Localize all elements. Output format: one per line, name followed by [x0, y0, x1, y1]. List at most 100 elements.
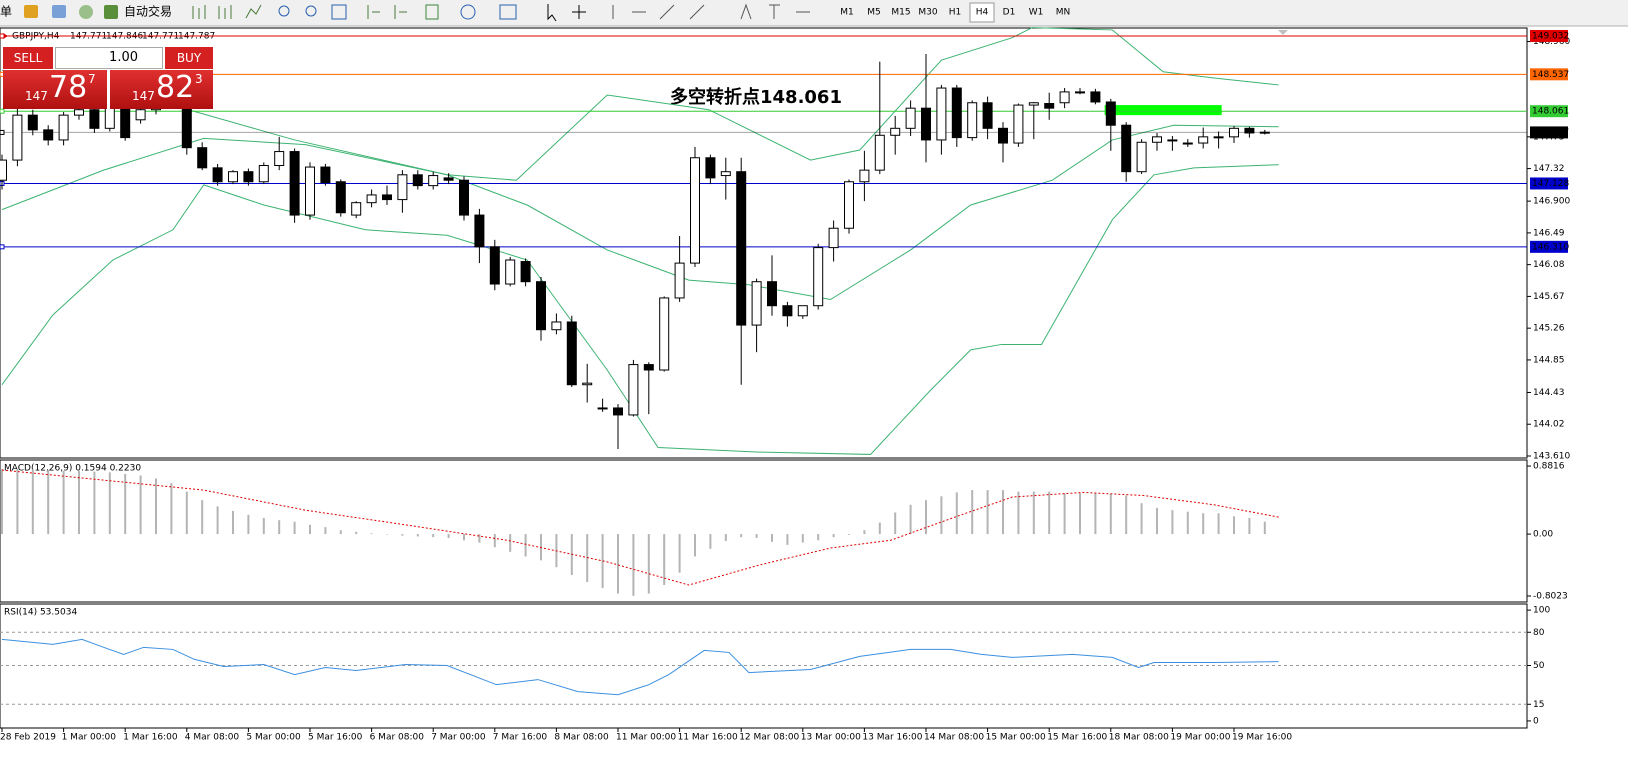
macd-bar — [1048, 491, 1051, 535]
icon[interactable] — [572, 5, 586, 19]
icon[interactable] — [218, 5, 232, 19]
price-tick-label: 144.02 — [1533, 420, 1565, 430]
timeframe-button[interactable]: M30 — [918, 8, 937, 18]
macd-bar — [262, 517, 265, 535]
buy-button[interactable]: BUY — [165, 47, 213, 69]
bid-big-figure: 147 — [25, 89, 48, 103]
level-label: 146.310 — [1532, 242, 1569, 252]
macd-bar — [894, 512, 897, 535]
candle-body — [536, 281, 546, 331]
candle-body — [0, 159, 7, 181]
macd-bar — [108, 472, 111, 535]
timeframe-button[interactable]: D1 — [1003, 8, 1016, 18]
lot-input[interactable]: 1.00 — [55, 47, 163, 69]
sell-button[interactable]: SELL — [3, 47, 53, 69]
icon[interactable] — [460, 4, 476, 20]
candle-body — [258, 164, 269, 183]
macd-bar — [47, 470, 50, 535]
annotation: 多空转折点148.061 — [670, 86, 842, 108]
icon[interactable] — [367, 5, 380, 19]
x-tick-label: 19 Mar 00:00 — [1170, 733, 1230, 743]
macd-bar — [1094, 493, 1097, 535]
candle-body — [597, 407, 608, 410]
icon[interactable] — [192, 5, 206, 19]
timeframe-button[interactable]: MN — [1056, 8, 1071, 18]
icon[interactable] — [547, 4, 557, 22]
macd-bar — [678, 534, 681, 573]
icon[interactable] — [104, 5, 118, 19]
icon[interactable] — [394, 5, 407, 19]
macd-bar — [986, 490, 989, 535]
candle-body — [459, 179, 469, 216]
candle-body — [335, 181, 346, 214]
macd-bar — [786, 534, 789, 545]
timeframe-button[interactable]: H1 — [949, 8, 962, 18]
icon[interactable] — [612, 4, 705, 20]
macd-bar — [62, 470, 65, 535]
macd-bar — [339, 530, 342, 535]
rsi-tick-label: 50 — [1533, 661, 1545, 671]
ask-box[interactable]: 147 82 3 — [110, 70, 213, 109]
bollinger-band — [1, 164, 1279, 455]
icon[interactable] — [245, 4, 262, 19]
icon[interactable] — [79, 5, 93, 19]
menu-item[interactable]: 单 — [0, 5, 12, 19]
candle-body — [1013, 104, 1024, 144]
macd-bar — [971, 490, 974, 535]
candle-body — [720, 171, 731, 177]
price-tick-label: 144.85 — [1533, 355, 1565, 365]
header-value: 147.771 — [142, 32, 179, 42]
candle-body — [551, 321, 562, 331]
macd-bar — [848, 534, 850, 535]
timeframe-button[interactable]: W1 — [1029, 8, 1044, 18]
x-tick-label: 5 Mar 00:00 — [246, 733, 301, 743]
price-tick-label: 143.610 — [1533, 451, 1570, 461]
icon[interactable] — [52, 5, 66, 18]
macd-bar — [324, 527, 327, 535]
macd-bar — [647, 534, 650, 594]
icon[interactable] — [425, 4, 439, 20]
timeframe-button[interactable]: H4 — [976, 8, 989, 18]
main-panel — [0, 27, 1528, 459]
rsi-title: RSI(14) 53.5034 — [4, 608, 77, 618]
macd-bar — [1248, 517, 1251, 535]
candle-body — [782, 305, 793, 317]
x-tick-label: 4 Mar 08:00 — [185, 733, 240, 743]
icon[interactable] — [740, 3, 810, 20]
x-tick-label: 13 Mar 00:00 — [801, 733, 861, 743]
macd-bar — [832, 534, 835, 538]
timeframe-button[interactable]: M15 — [891, 8, 910, 18]
candle-body — [397, 174, 408, 201]
ask-big-figure: 147 — [132, 89, 155, 103]
icon[interactable] — [499, 4, 517, 20]
candle-body — [582, 382, 593, 386]
icon[interactable] — [305, 5, 317, 17]
shift-marker — [1278, 30, 1288, 35]
trade-panel: SELL 1.00 BUY 147 78 7 147 82 3 — [3, 47, 213, 109]
candle-body — [1075, 91, 1085, 94]
macd-bar — [1233, 516, 1235, 535]
icon[interactable] — [278, 5, 290, 17]
candle-body — [982, 102, 993, 129]
candle-body — [1121, 124, 1132, 173]
bid-point: 7 — [88, 72, 96, 86]
level-label-box — [1530, 29, 1568, 42]
macd-bar — [416, 534, 419, 537]
level-label: 147.787 — [1532, 128, 1569, 138]
bid-box[interactable]: 147 78 7 — [3, 70, 107, 109]
macd-bar — [216, 506, 219, 535]
macd-bar — [1263, 521, 1266, 535]
macd-bar — [771, 534, 773, 542]
icon[interactable] — [24, 5, 38, 18]
macd-bar — [724, 534, 727, 542]
candle-body — [951, 87, 962, 139]
candle-body — [643, 364, 654, 371]
candle-body — [921, 107, 931, 141]
icon[interactable] — [331, 4, 347, 20]
header-value: 147.846 — [106, 32, 143, 42]
macd-bar — [386, 534, 388, 535]
timeframe-button[interactable]: M5 — [867, 8, 881, 18]
macd-bar — [493, 534, 496, 548]
timeframe-button[interactable]: M1 — [840, 8, 854, 18]
autotrade-button[interactable]: 自动交易 — [124, 4, 172, 19]
